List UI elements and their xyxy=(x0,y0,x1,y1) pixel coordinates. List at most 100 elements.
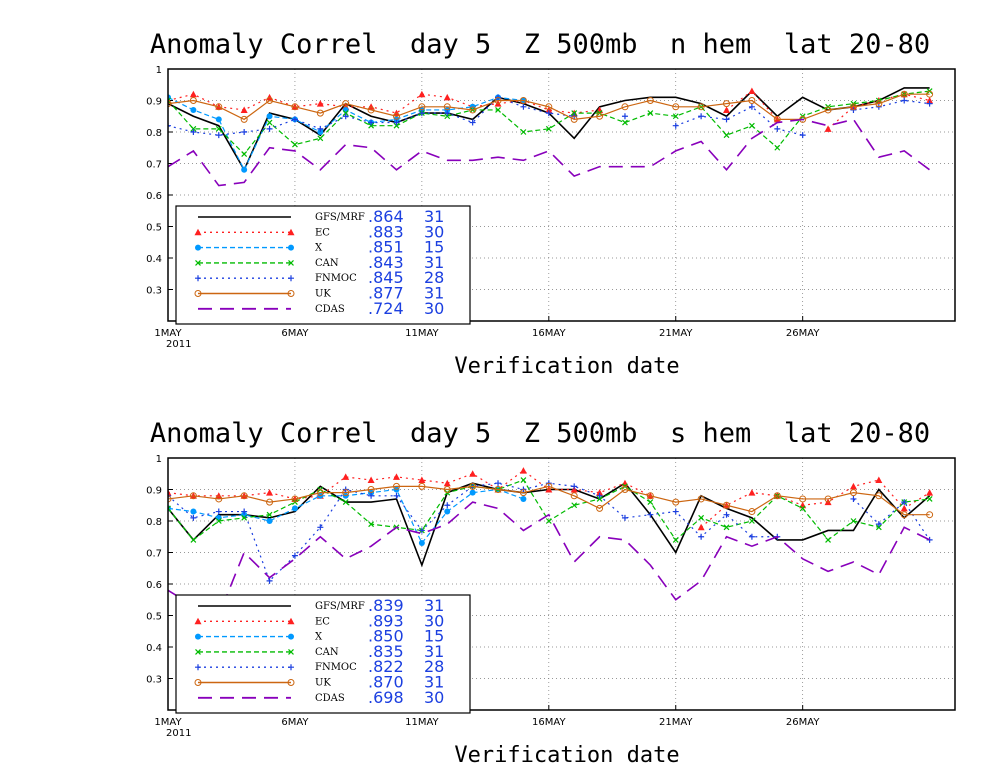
y-tick-label: 0.8 xyxy=(146,517,162,528)
legend-stat: .883 xyxy=(368,222,404,241)
plus-marker xyxy=(774,125,781,132)
plus-marker xyxy=(241,508,248,515)
open-circle-marker xyxy=(418,482,426,490)
x-axis-label: Verification date xyxy=(454,354,679,379)
chart-title: Anomaly Correl day 5 Z 500mb n hem lat 2… xyxy=(150,29,930,60)
open-circle-marker xyxy=(194,290,202,297)
triangle-marker xyxy=(748,489,756,496)
legend-count: 15 xyxy=(424,627,444,646)
circle-marker xyxy=(291,505,298,512)
legend-count: 31 xyxy=(424,642,444,661)
open-circle-marker xyxy=(291,495,299,503)
triangle-marker xyxy=(926,489,934,496)
y-tick-label: 0.6 xyxy=(146,191,162,202)
legend-count: 28 xyxy=(424,268,444,287)
open-circle-marker xyxy=(926,511,934,519)
plus-marker xyxy=(723,511,730,518)
open-circle-marker xyxy=(545,103,553,111)
x-marker xyxy=(368,122,375,129)
legend-label: GFS/MRF xyxy=(315,601,365,612)
plus-marker xyxy=(748,533,755,540)
open-circle-marker xyxy=(596,112,604,120)
y-tick-label: 0.6 xyxy=(146,580,162,591)
plus-marker xyxy=(799,132,806,139)
x-marker xyxy=(774,144,781,151)
x-marker xyxy=(288,648,294,655)
x-tick-label: 26MAY xyxy=(786,328,820,339)
triangle-marker xyxy=(194,228,202,236)
triangle-marker xyxy=(342,473,350,480)
circle-marker xyxy=(195,244,201,251)
circle-marker xyxy=(190,508,197,515)
x-marker xyxy=(266,119,273,126)
y-tick-label: 0.5 xyxy=(146,223,162,234)
x-marker xyxy=(241,151,248,157)
plus-marker xyxy=(520,103,527,110)
open-circle-marker xyxy=(672,103,680,111)
x-marker xyxy=(926,496,933,502)
series-fnmoc xyxy=(168,480,933,584)
plus-marker xyxy=(723,116,730,123)
legend-stat: .850 xyxy=(368,627,404,646)
x-marker xyxy=(342,110,349,117)
x-marker xyxy=(195,648,201,655)
open-circle-marker xyxy=(367,106,375,114)
x-marker xyxy=(190,536,197,543)
legend-label: FNMOC xyxy=(315,662,357,673)
triangle-marker xyxy=(697,523,705,531)
chart-panel-nhem: Anomaly Correl day 5 Z 500mb n hem lat 2… xyxy=(146,29,956,379)
open-circle-marker xyxy=(596,504,604,512)
x-tick-label: 11MAY xyxy=(405,328,439,339)
legend-stat: .698 xyxy=(368,688,404,707)
x-tick-label: 16MAY xyxy=(532,717,566,728)
circle-marker xyxy=(195,633,201,640)
plus-marker xyxy=(342,113,349,120)
open-circle-marker xyxy=(469,106,477,114)
open-circle-marker xyxy=(291,103,299,111)
plus-marker xyxy=(748,103,755,110)
triangle-marker xyxy=(926,97,934,104)
y-tick-label: 0.9 xyxy=(146,486,162,497)
open-circle-marker xyxy=(748,508,756,516)
plus-marker xyxy=(672,508,679,515)
y-tick-label: 0.7 xyxy=(146,160,162,171)
x-marker xyxy=(545,125,552,132)
legend-stat: .870 xyxy=(368,673,404,692)
open-circle-marker xyxy=(545,482,553,490)
plus-marker xyxy=(393,492,400,499)
open-circle-marker xyxy=(519,489,527,497)
legend-count: 30 xyxy=(424,299,444,318)
plus-marker xyxy=(926,536,933,543)
x-marker xyxy=(168,97,171,104)
plus-marker xyxy=(317,524,324,531)
chart-title: Anomaly Correl day 5 Z 500mb s hem lat 2… xyxy=(150,418,930,449)
open-circle-marker xyxy=(672,498,680,506)
circle-marker xyxy=(190,106,197,113)
x-tick-label: 26MAY xyxy=(786,717,820,728)
legend-label: UK xyxy=(315,678,331,689)
open-circle-marker xyxy=(189,492,197,500)
legend: GFS/MRF .839 31 EC .893 30 X .850 15 CAN .835 31 FNM… xyxy=(175,594,471,714)
series-group xyxy=(168,467,934,617)
legend-box xyxy=(175,594,471,714)
series-line xyxy=(168,501,930,617)
open-circle-marker xyxy=(194,679,202,686)
open-circle-marker xyxy=(723,100,731,108)
x-marker xyxy=(647,499,654,506)
triangle-marker xyxy=(621,479,629,487)
plus-marker xyxy=(875,521,882,528)
x-marker xyxy=(342,499,349,506)
open-circle-marker xyxy=(900,90,908,98)
x-marker xyxy=(495,107,501,113)
open-circle-marker xyxy=(799,495,807,503)
x-tick-label: 1MAY xyxy=(154,328,182,339)
x-marker xyxy=(850,518,857,524)
x-tick-label: 21MAY xyxy=(659,717,693,728)
y-tick-label: 0.5 xyxy=(146,612,162,623)
triangle-marker xyxy=(189,90,197,98)
legend-stat: .845 xyxy=(368,268,404,287)
x-tick-label: 6MAY xyxy=(281,717,309,728)
plus-marker xyxy=(571,483,578,490)
plus-marker xyxy=(698,533,705,540)
circle-marker xyxy=(288,633,294,640)
